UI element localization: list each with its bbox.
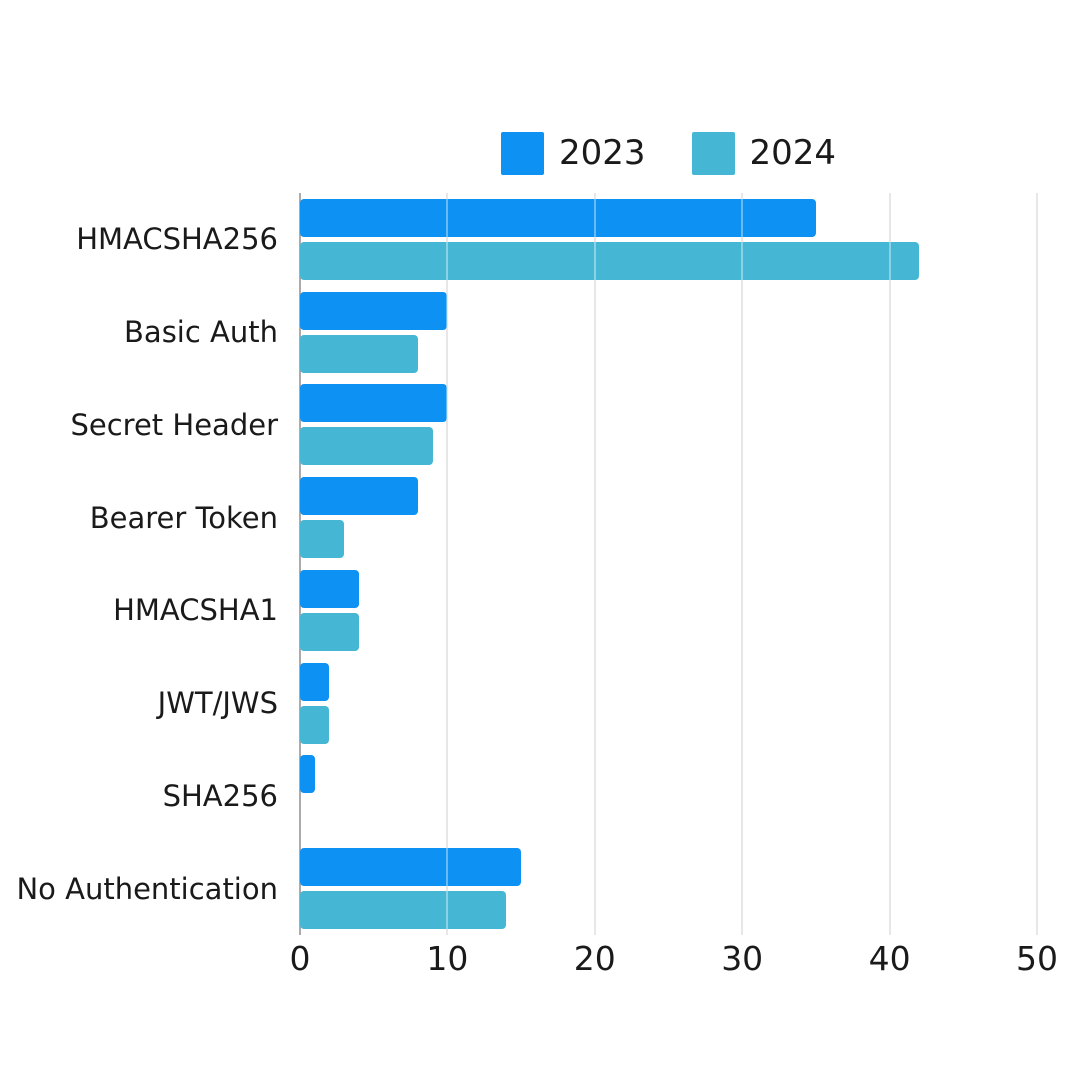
y-axis-line bbox=[299, 193, 301, 935]
bar-hmacsha256-2024 bbox=[300, 241, 920, 280]
legend-swatch-2023 bbox=[500, 131, 544, 175]
category-label-bearer-token: Bearer Token bbox=[89, 500, 278, 535]
category-labels: HMACSHA256 Basic Auth Secret Header Bearer … bbox=[0, 193, 278, 935]
gridline-20 bbox=[593, 193, 596, 935]
x-axis: 0 10 20 30 40 50 bbox=[290, 939, 1059, 983]
bar-jwt-jws-2024 bbox=[300, 705, 330, 744]
gridline-10 bbox=[446, 193, 449, 935]
bar-group-secret-header bbox=[300, 379, 1037, 472]
legend: 2023 2024 bbox=[300, 129, 1037, 177]
bar-jwt-jws-2023 bbox=[300, 662, 330, 701]
bar-basic-auth-2024 bbox=[300, 334, 418, 373]
bar-secret-header-2023 bbox=[300, 384, 448, 423]
bar-group-basic-auth bbox=[300, 286, 1037, 379]
bar-group-no-authentication bbox=[300, 842, 1037, 935]
gridline-50 bbox=[1036, 193, 1038, 935]
bar-hmacsha256-2023 bbox=[300, 198, 816, 237]
bar-group-sha256 bbox=[300, 750, 1037, 843]
bar-group-bearer-token bbox=[300, 471, 1037, 564]
category-label-hmacsha256: HMACSHA256 bbox=[76, 222, 278, 257]
category-label-secret-header: Secret Header bbox=[70, 407, 278, 442]
bar-secret-header-2024 bbox=[300, 427, 433, 466]
gridline-overlay-40 bbox=[888, 193, 891, 935]
x-tick-label-20: 20 bbox=[573, 939, 616, 978]
gridline-40 bbox=[888, 193, 891, 935]
gridline-overlay-50 bbox=[1036, 193, 1038, 935]
legend-swatch-2024 bbox=[691, 131, 735, 175]
x-tick-label-40: 40 bbox=[868, 939, 911, 978]
legend-item-2023: 2023 bbox=[500, 131, 646, 175]
category-label-basic-auth: Basic Auth bbox=[124, 315, 278, 350]
bar-rows bbox=[300, 193, 1037, 935]
category-label-sha256: SHA256 bbox=[162, 778, 278, 813]
bar-no-authentication-2023 bbox=[300, 848, 522, 887]
bar-no-authentication-2024 bbox=[300, 891, 507, 930]
x-tick-label-10: 10 bbox=[426, 939, 469, 978]
x-tick-label-0: 0 bbox=[289, 939, 311, 978]
bar-hmacsha1-2023 bbox=[300, 569, 359, 608]
bar-group-jwt-jws bbox=[300, 657, 1037, 750]
bar-basic-auth-2023 bbox=[300, 291, 448, 330]
legend-item-2024: 2024 bbox=[691, 131, 837, 175]
bar-group-hmacsha1 bbox=[300, 564, 1037, 657]
bar-sha256-2023 bbox=[300, 755, 315, 794]
legend-label-2024: 2024 bbox=[749, 133, 837, 173]
x-tick-label-30: 30 bbox=[721, 939, 764, 978]
legend-label-2023: 2023 bbox=[558, 133, 646, 173]
x-tick-label-50: 50 bbox=[1016, 939, 1058, 978]
gridline-overlay-30 bbox=[741, 193, 744, 935]
bar-hmacsha1-2024 bbox=[300, 612, 359, 651]
bar-bearer-token-2023 bbox=[300, 477, 418, 516]
bar-group-hmacsha256 bbox=[300, 193, 1037, 286]
gridline-overlay-10 bbox=[446, 193, 449, 935]
bar-bearer-token-2024 bbox=[300, 520, 345, 559]
category-label-hmacsha1: HMACSHA1 bbox=[113, 593, 278, 628]
category-label-jwt-jws: JWT/JWS bbox=[157, 686, 278, 721]
gridline-overlay-20 bbox=[593, 193, 596, 935]
gridline-30 bbox=[741, 193, 744, 935]
category-label-no-authentication: No Authentication bbox=[16, 871, 278, 906]
plot-area bbox=[299, 193, 1038, 935]
